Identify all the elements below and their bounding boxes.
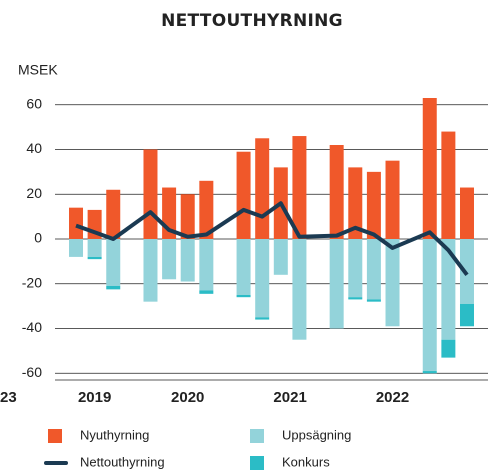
- bar: [366, 171, 381, 239]
- legend-label: Konkurs: [282, 454, 330, 469]
- y-tick-label: 60: [26, 95, 42, 111]
- bar: [87, 256, 102, 260]
- bar: [236, 294, 251, 298]
- legend-swatch: [250, 429, 264, 443]
- bar: [348, 239, 363, 298]
- bar: [180, 239, 195, 282]
- bar: [273, 239, 288, 275]
- bar: [366, 239, 381, 300]
- chart-title: NETTOUTHYRNING: [161, 11, 343, 31]
- bar: [143, 149, 158, 239]
- bar: [255, 239, 270, 318]
- bar: [69, 239, 84, 257]
- bar: [459, 239, 474, 304]
- bar: [87, 239, 102, 257]
- bar: [69, 207, 84, 239]
- line: [75, 201, 469, 277]
- legend-label: Uppsägning: [282, 427, 351, 442]
- bar: [366, 299, 381, 302]
- bar: [422, 98, 437, 239]
- bar: [162, 239, 177, 280]
- bar: [422, 371, 437, 374]
- bar: [385, 239, 400, 327]
- y-tick-label: -40: [22, 319, 42, 335]
- y-tick-label: 40: [26, 140, 42, 156]
- bar: [348, 297, 363, 300]
- bar: [199, 290, 214, 294]
- x-group-label: 2020: [171, 389, 204, 406]
- bar: [348, 167, 363, 239]
- y-tick-label: 0: [34, 230, 42, 246]
- y-tick-label: -60: [22, 364, 42, 380]
- bar: [329, 145, 344, 239]
- legend-label: Nettouthyrning: [80, 454, 165, 469]
- bar: [106, 239, 121, 286]
- bar: [255, 317, 270, 320]
- bar: [329, 239, 344, 329]
- bar: [441, 339, 456, 358]
- bar: [441, 239, 456, 340]
- bar: [385, 160, 400, 239]
- bar: [199, 239, 214, 291]
- legend-swatch: [250, 456, 264, 470]
- bar: [180, 194, 195, 239]
- y-tick-label: -20: [22, 274, 42, 290]
- bar: [199, 180, 214, 239]
- bar: [292, 239, 307, 340]
- x-group-label: 2019: [78, 389, 111, 406]
- x-group-label: 2022: [376, 389, 409, 406]
- bar: [255, 138, 270, 239]
- bar: [106, 286, 121, 290]
- bar: [236, 239, 251, 295]
- bar: [422, 239, 437, 372]
- legend-swatch: [48, 429, 62, 443]
- bar: [106, 189, 121, 239]
- y-tick-label: 20: [26, 185, 42, 201]
- bar: [143, 239, 158, 302]
- bar: [292, 136, 307, 239]
- legend-label: Nyuthyrning: [80, 427, 149, 442]
- x-group-label: 2021: [273, 389, 306, 406]
- bar: [459, 187, 474, 239]
- bar: [236, 151, 251, 239]
- x-group-label: 2023: [0, 389, 17, 406]
- bar: [441, 131, 456, 239]
- bar: [459, 303, 474, 327]
- y-axis-label: MSEK: [18, 62, 58, 78]
